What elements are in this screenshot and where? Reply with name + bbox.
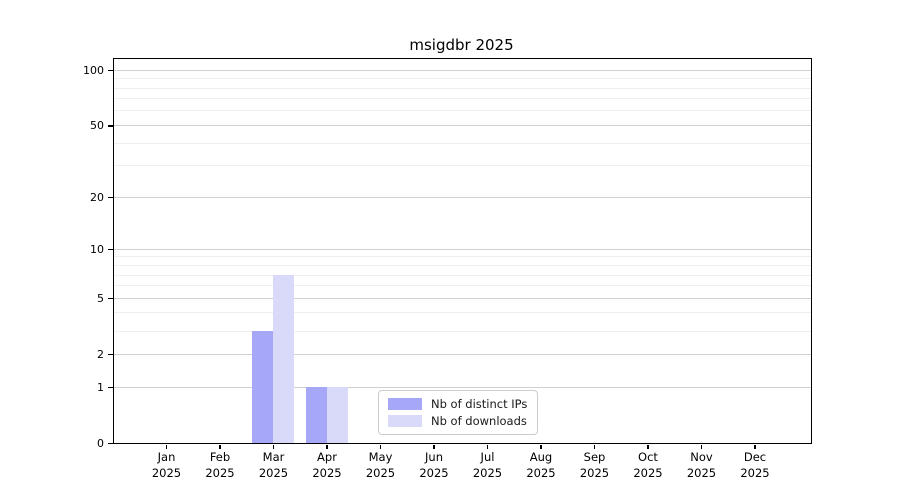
- legend-swatch-distinct-ips: [388, 398, 422, 410]
- y-tick-mark: [108, 442, 113, 445]
- minor-gridline: [114, 312, 811, 314]
- nb-of-distinct-ips-bar-apr-2025: [305, 387, 327, 443]
- major-gridline: [114, 196, 811, 198]
- y-tick-label-50: 50: [90, 118, 104, 132]
- nb-of-downloads-bar-apr-2025: [326, 387, 348, 443]
- x-tick-mark: [326, 445, 328, 449]
- x-tick-mark: [700, 445, 703, 449]
- minor-gridline: [114, 265, 811, 266]
- x-tick-label-jun: Jun 2025: [419, 450, 449, 480]
- y-tick-label-0: 0: [97, 436, 104, 450]
- x-tick-label-apr: Apr 2025: [312, 450, 342, 480]
- y-tick-mark: [108, 125, 113, 127]
- x-tick-mark: [272, 445, 275, 449]
- x-tick-mark: [379, 445, 382, 449]
- y-tick-mark: [108, 196, 113, 199]
- x-tick-label-oct: Oct 2025: [633, 450, 663, 480]
- legend-item-distinct-ips: Nb of distinct IPs: [388, 397, 527, 411]
- minor-gridline: [114, 142, 811, 144]
- minor-gridline: [114, 165, 811, 167]
- minor-gridline: [114, 110, 811, 112]
- y-tick-label-10: 10: [90, 242, 104, 256]
- y-tick-label-5: 5: [97, 291, 104, 305]
- x-tick-mark: [165, 445, 168, 449]
- y-tick-label-20: 20: [90, 190, 104, 204]
- x-tick-mark: [540, 445, 542, 449]
- minor-gridline: [114, 256, 811, 258]
- minor-gridline: [114, 78, 811, 80]
- x-tick-label-jul: Jul 2025: [472, 450, 503, 480]
- y-tick-label-1: 1: [97, 380, 104, 394]
- x-tick-label-aug: Aug 2025: [526, 450, 556, 480]
- major-gridline: [114, 124, 811, 126]
- x-tick-mark: [486, 445, 489, 449]
- x-tick-mark: [647, 445, 649, 449]
- minor-gridline: [114, 87, 811, 89]
- nb-of-downloads-bar-mar-2025: [273, 275, 294, 443]
- legend-label-distinct-ips: Nb of distinct IPs: [431, 397, 528, 411]
- x-tick-mark: [754, 445, 756, 449]
- legend-label-downloads: Nb of downloads: [431, 414, 527, 428]
- major-gridline: [114, 297, 811, 299]
- x-tick-label-feb: Feb 2025: [205, 450, 235, 480]
- y-tick-mark: [108, 386, 113, 389]
- y-tick-mark: [108, 354, 113, 356]
- major-gridline: [114, 353, 811, 355]
- minor-gridline: [114, 285, 811, 287]
- x-tick-mark: [433, 445, 435, 449]
- y-tick-label-100: 100: [83, 63, 104, 77]
- major-gridline: [114, 69, 811, 71]
- x-tick-label-may: May 2025: [365, 450, 396, 480]
- y-tick-label-2: 2: [97, 347, 104, 361]
- y-tick-mark: [108, 69, 113, 72]
- x-tick-label-jan: Jan 2025: [151, 450, 182, 480]
- y-tick-mark: [108, 249, 113, 251]
- x-tick-mark: [593, 445, 596, 449]
- legend-swatch-downloads: [388, 415, 422, 427]
- nb-of-distinct-ips-bar-mar-2025: [252, 331, 273, 443]
- minor-gridline: [114, 330, 811, 332]
- legend-item-downloads: Nb of downloads: [388, 414, 527, 428]
- minor-gridline: [114, 98, 811, 100]
- legend: Nb of distinct IPs Nb of downloads: [378, 390, 539, 435]
- chart-title: msigdbr 2025: [409, 36, 514, 54]
- x-tick-label-dec: Dec 2025: [740, 450, 770, 480]
- minor-gridline: [114, 274, 811, 276]
- x-tick-label-sep: Sep 2025: [579, 450, 610, 480]
- x-tick-mark: [219, 445, 221, 449]
- y-tick-mark: [108, 298, 113, 300]
- plot-area: [113, 58, 812, 444]
- x-tick-label-nov: Nov 2025: [686, 450, 717, 480]
- major-gridline: [114, 386, 811, 388]
- major-gridline: [114, 248, 811, 250]
- x-tick-label-mar: Mar 2025: [258, 450, 289, 480]
